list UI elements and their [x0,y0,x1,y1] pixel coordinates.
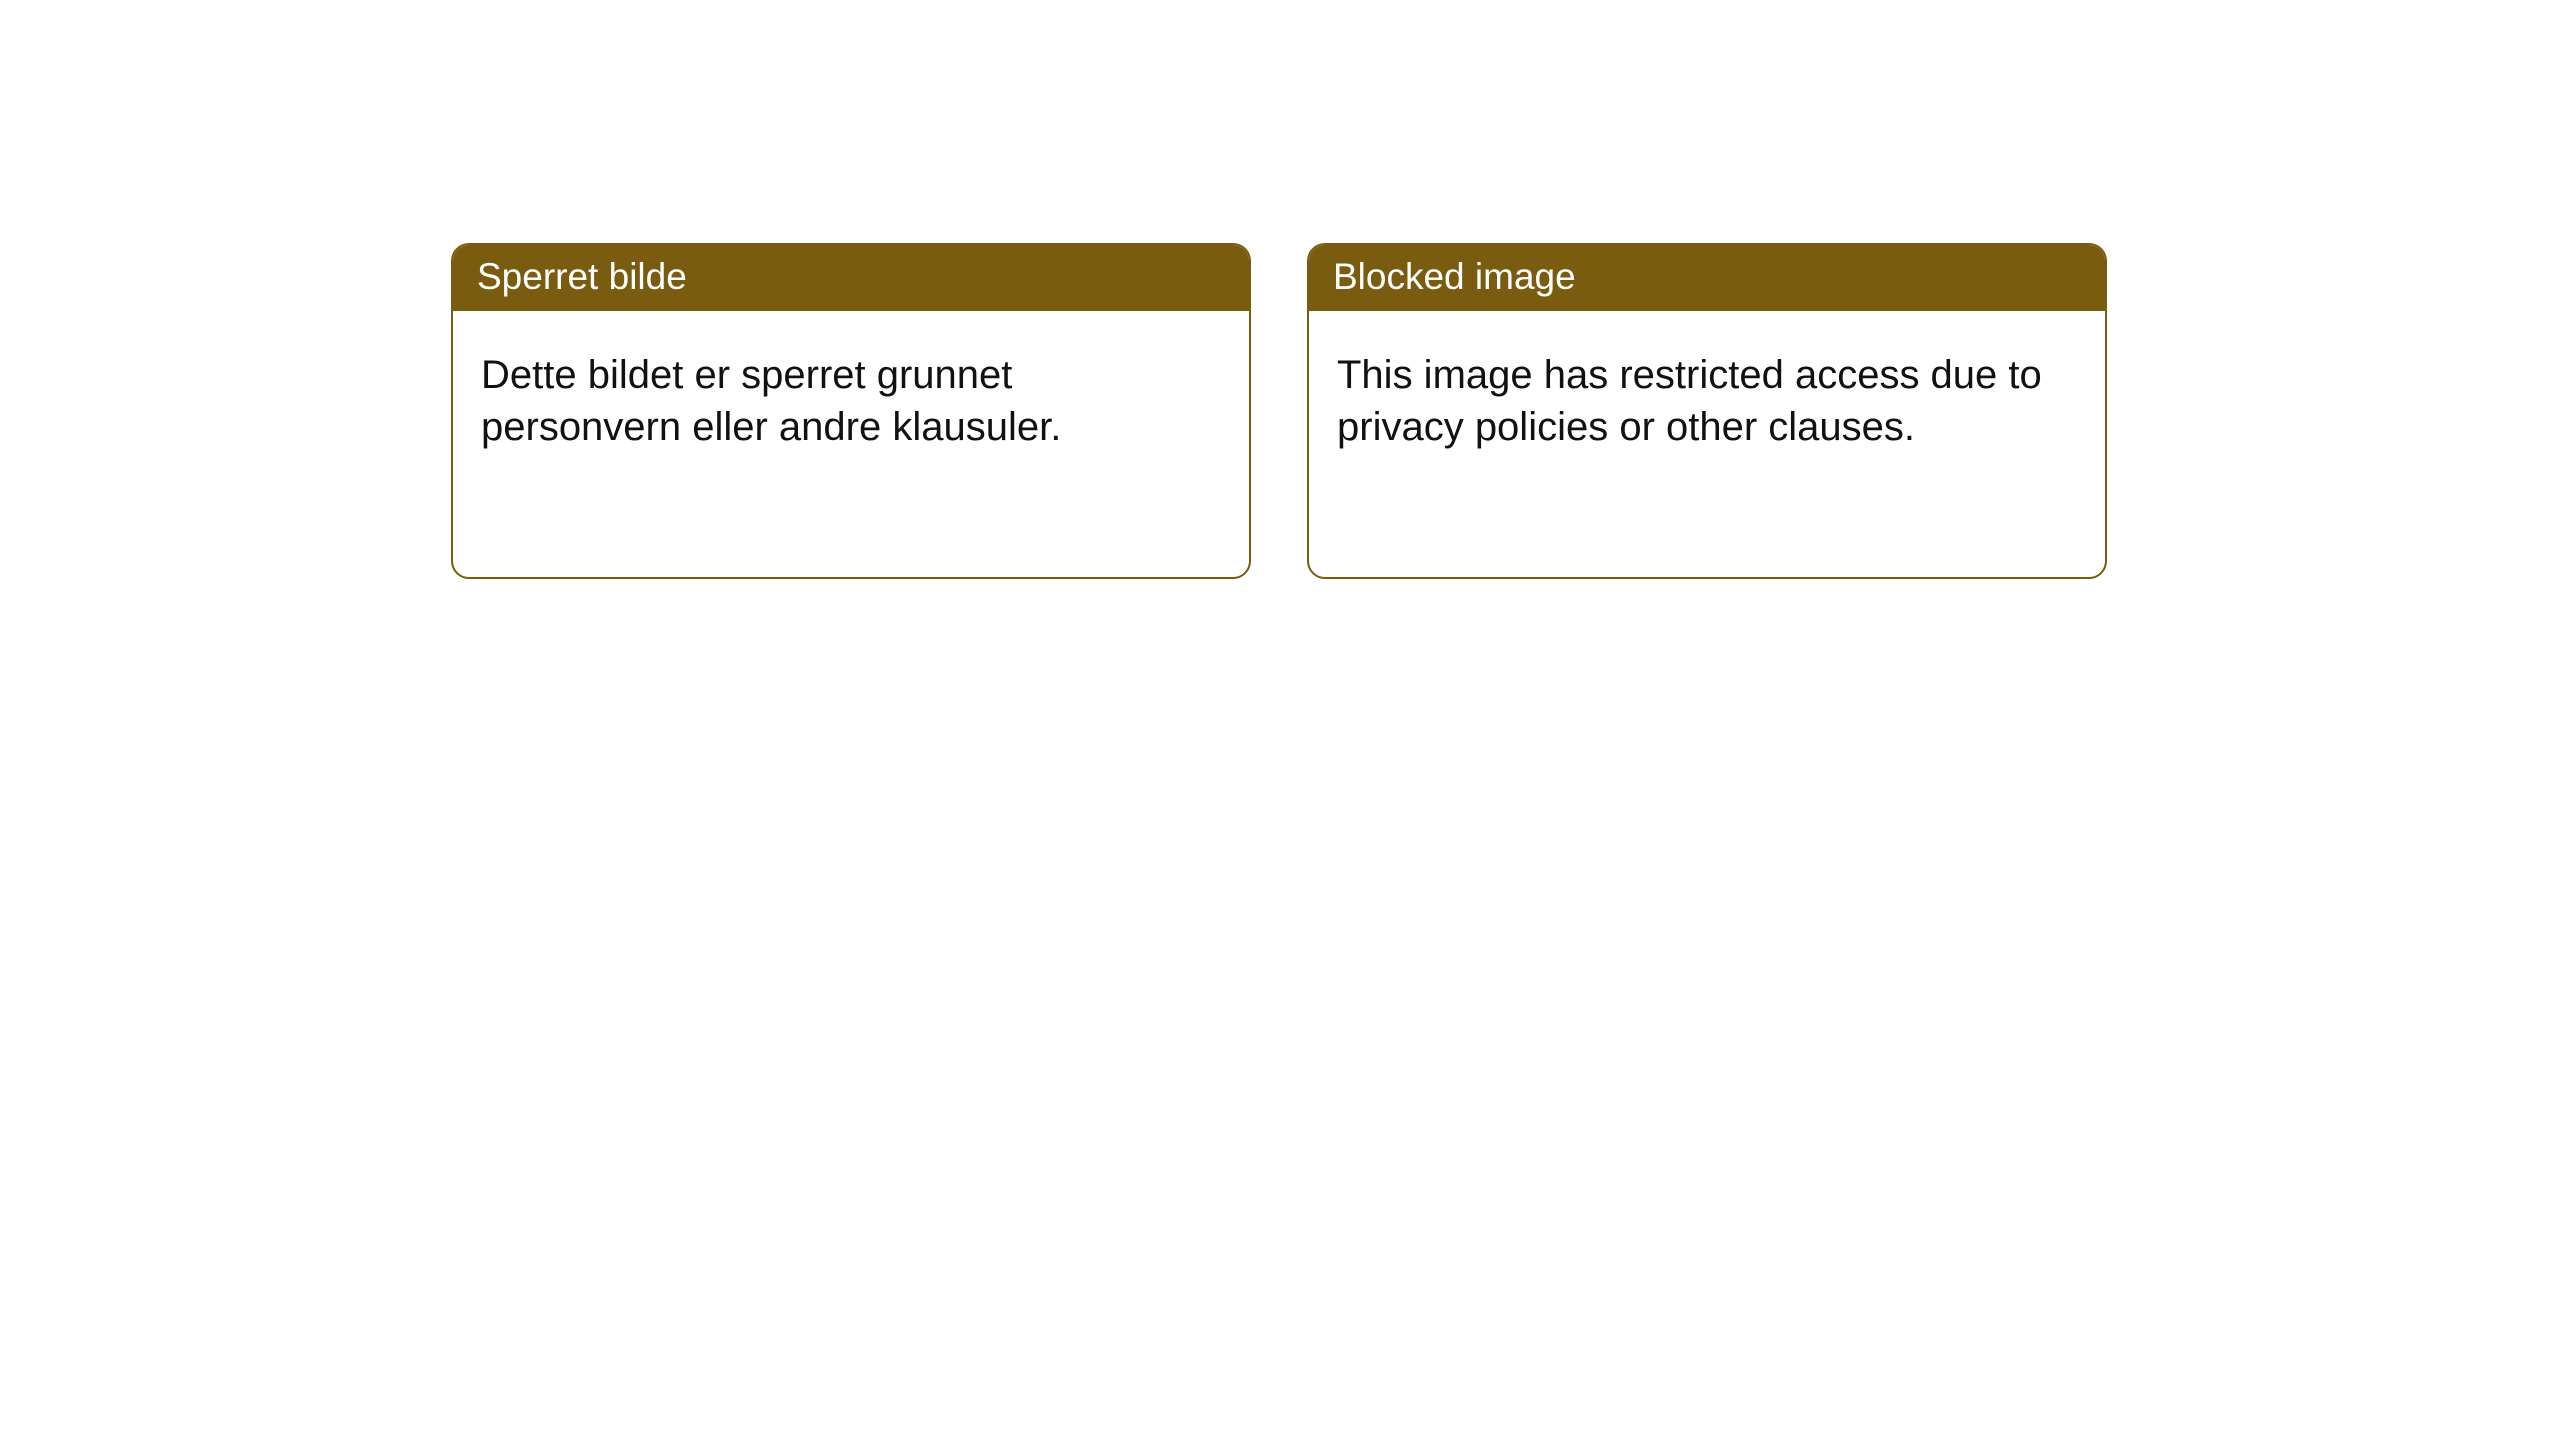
notice-card-norwegian: Sperret bilde Dette bildet er sperret gr… [451,243,1251,579]
notice-body: This image has restricted access due to … [1309,311,2105,481]
notice-body: Dette bildet er sperret grunnet personve… [453,311,1249,481]
notice-header: Blocked image [1309,245,2105,311]
notice-header: Sperret bilde [453,245,1249,311]
notice-container: Sperret bilde Dette bildet er sperret gr… [0,0,2560,579]
notice-card-english: Blocked image This image has restricted … [1307,243,2107,579]
